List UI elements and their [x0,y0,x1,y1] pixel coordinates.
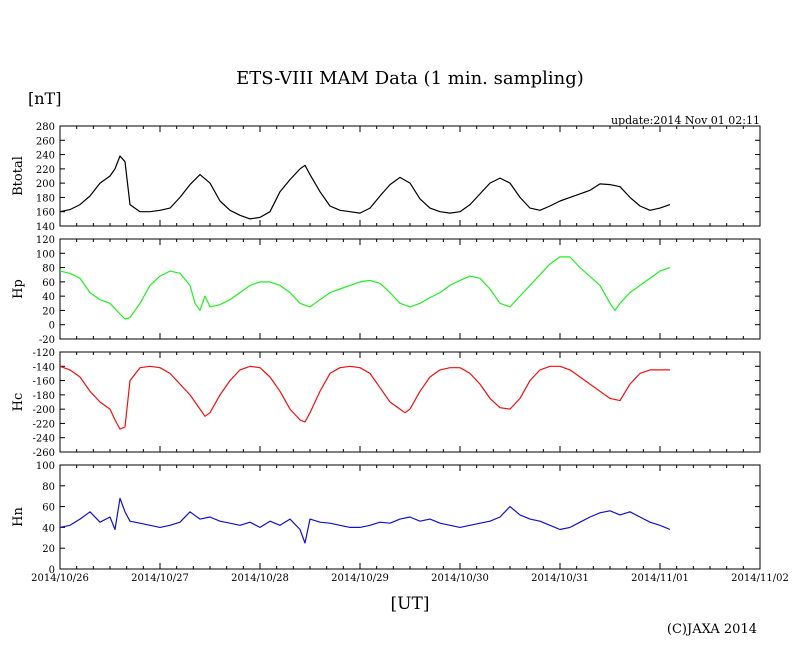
copyright-label: (C)JAXA 2014 [667,622,757,637]
hn-y-tick-label: 80 [42,482,55,493]
hc-panel-frame [59,351,761,453]
x-tick-label: 2014/10/26 [31,573,89,584]
hc-y-tick-label: -160 [33,377,55,388]
hc-y-tick-label: -200 [33,405,55,416]
hc-y-tick-label: -120 [33,348,55,359]
btotal-y-tick-label: 180 [36,193,55,204]
btotal-panel-frame [59,125,761,227]
btotal-series-line [59,155,671,220]
btotal-y-tick-label: 280 [36,122,55,133]
hn-y-tick-label: 40 [42,523,55,534]
hp-y-tick-label: 40 [42,292,55,303]
btotal-y-tick-label: 200 [36,179,55,190]
hp-panel-frame [59,238,761,340]
x-tick-label: 2014/10/28 [231,573,289,584]
hc-axis-label: Hc [11,393,26,412]
hp-y-tick-label: 120 [36,235,55,246]
unit-label: [nT] [28,89,61,108]
hc-y-tick-label: -140 [33,362,55,373]
hc-y-tick-label: -240 [33,434,55,445]
hp-y-tick-label: 20 [42,306,55,317]
hc-series-line [59,365,670,430]
hp-y-tick-label: 80 [42,264,55,275]
btotal-y-tick-label: 260 [36,136,55,147]
hp-y-tick-label: 60 [42,278,55,289]
x-tick-label: 2014/11/02 [731,573,789,584]
hp-series-line [59,256,671,320]
btotal-y-tick-label: 240 [36,151,55,162]
btotal-axis-label: Btotal [11,156,26,196]
hc-y-tick-label: -180 [33,391,55,402]
btotal-y-tick-label: 220 [36,165,55,176]
x-tick-label: 2014/10/31 [531,573,589,584]
hn-y-tick-label: 20 [42,544,55,555]
hp-y-tick-label: 0 [49,321,55,332]
hp-y-tick-label: 100 [36,249,55,260]
x-tick-label: 2014/11/01 [631,573,689,584]
hp-y-tick-label: -20 [39,335,55,346]
x-tick-label: 2014/10/30 [431,573,489,584]
hn-y-tick-label: 0 [49,565,55,576]
btotal-y-tick-label: 140 [36,222,55,233]
x-axis-label: [UT] [391,594,430,614]
hn-axis-label: Hn [11,507,26,527]
hn-y-tick-label: 100 [36,461,55,472]
chart-title: ETS-VIII MAM Data (1 min. sampling) [236,68,584,89]
chart-panels: 140160180200220240260280Btotal-200204060… [11,122,789,584]
hn-y-tick-label: 60 [42,503,55,514]
hc-y-tick-label: -220 [33,419,55,430]
btotal-y-tick-label: 160 [36,208,55,219]
hp-axis-label: Hp [11,279,26,299]
update-label: update:2014 Nov 01 02:11 [611,114,760,127]
x-tick-label: 2014/10/27 [131,573,189,584]
x-tick-label: 2014/10/29 [331,573,389,584]
hc-y-tick-label: -260 [33,448,55,459]
hn-series-line [59,497,671,544]
